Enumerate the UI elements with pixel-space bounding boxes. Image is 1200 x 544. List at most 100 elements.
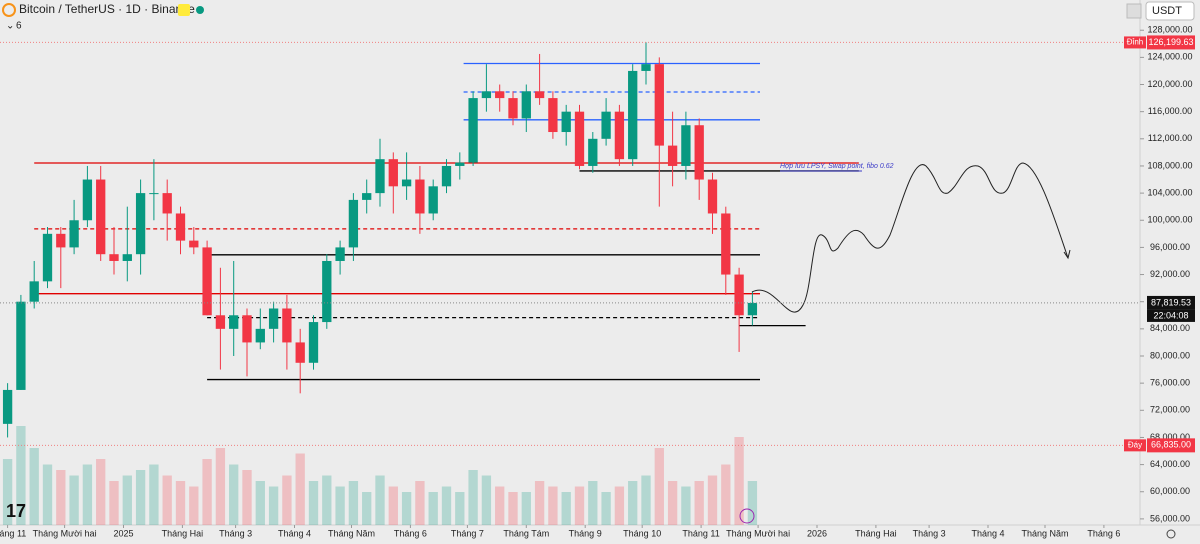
candle-body <box>295 342 305 363</box>
volume-bar <box>162 475 172 525</box>
x-tick-label: Tháng Mười hai <box>726 528 790 538</box>
logo <box>2 3 16 17</box>
x-tick-label: Tháng Năm <box>328 528 375 538</box>
volume-bar <box>601 492 611 525</box>
candle-body <box>694 125 704 180</box>
volume-bar <box>362 492 372 525</box>
x-tick-label: Tháng 7 <box>451 528 484 538</box>
annotation: Hợp lưu LPSY, Swap point, fibo 0.62 <box>780 163 894 170</box>
indicator-count[interactable]: 6 <box>16 21 22 32</box>
candle-body <box>654 64 664 146</box>
price-tag: 87,819.53 <box>1151 297 1191 307</box>
currency[interactable]: USDT <box>1152 5 1182 17</box>
volume-bar <box>29 448 39 525</box>
candle-body <box>574 111 585 166</box>
y-tick-label: 56,000.00 <box>1150 513 1190 523</box>
candle-body <box>614 111 625 160</box>
volume-bar <box>694 481 704 525</box>
marker-name: Đỉnh <box>1127 38 1143 47</box>
volume-bar <box>96 459 106 525</box>
flag-icon[interactable] <box>178 4 190 16</box>
candle-body <box>734 274 744 316</box>
candle-body <box>401 179 412 187</box>
x-tick-label: Tháng Năm <box>1021 528 1068 538</box>
volume-bar <box>707 475 718 525</box>
volume-bar <box>388 486 398 525</box>
price-tag-bg <box>1147 35 1195 50</box>
price-tag-bg <box>1147 295 1195 310</box>
volume-bar <box>229 464 239 525</box>
candle-body <box>601 111 611 139</box>
candle-body <box>268 308 279 329</box>
candle-body <box>215 315 226 329</box>
candle-body <box>548 98 558 133</box>
y-tick-label: 100,000.00 <box>1147 215 1192 225</box>
y-tick-label: 124,000.00 <box>1147 52 1192 62</box>
event-icon[interactable] <box>739 508 755 524</box>
y-tick-label: 76,000.00 <box>1150 378 1190 388</box>
candle-body <box>468 98 478 163</box>
volume-bar <box>189 486 199 525</box>
volume-bar <box>548 486 558 525</box>
tv-logo[interactable]: 17 <box>6 501 26 521</box>
collapse-icon[interactable]: ⌄ <box>6 21 14 32</box>
forecast-curve <box>751 162 1069 313</box>
volume-bar <box>455 492 465 525</box>
candle-body <box>16 301 26 390</box>
candle-body <box>641 64 651 71</box>
volume-bar <box>574 486 585 525</box>
x-tick-label: 2025 <box>113 528 133 538</box>
candle-body <box>362 193 372 200</box>
candle-body <box>534 91 545 99</box>
volume-bar <box>42 464 53 525</box>
y-tick-label: 104,000.00 <box>1147 187 1192 197</box>
volume-bar <box>175 481 186 525</box>
symbol-title: Bitcoin / TetherUS · 1D · Binance <box>19 2 195 16</box>
y-tick-label: 108,000.00 <box>1147 160 1192 170</box>
x-tick-label: Tháng 4 <box>278 528 311 538</box>
screenshot-button[interactable] <box>1126 3 1142 19</box>
candle-body <box>335 247 345 261</box>
x-tick-label: Tháng 10 <box>623 528 661 538</box>
candle-body <box>42 233 53 282</box>
candle-body <box>428 186 438 214</box>
candle-body <box>109 254 119 261</box>
price-tag-bg <box>1147 438 1195 453</box>
candle-body <box>588 138 598 166</box>
y-tick-label: 68,000.00 <box>1150 432 1190 442</box>
candle-body <box>162 193 172 214</box>
volume-bar <box>122 475 132 525</box>
settings-icon[interactable] <box>1166 529 1176 539</box>
marker-name-bg <box>1124 36 1146 49</box>
candle-body <box>628 70 638 160</box>
y-tick-label: 112,000.00 <box>1148 133 1192 143</box>
price-tag: 126,199.63 <box>1148 37 1193 47</box>
y-tick-label: 128,000.00 <box>1147 25 1192 35</box>
volume-bar <box>681 486 691 525</box>
marker-name-bg <box>1124 439 1146 452</box>
candle-body <box>667 145 678 166</box>
currency-button[interactable] <box>1145 1 1195 21</box>
forecast-arrow <box>1063 249 1071 260</box>
volume-bar <box>667 481 678 525</box>
y-tick-label: 64,000.00 <box>1150 459 1190 469</box>
candle-body <box>29 281 39 302</box>
candle-body <box>282 308 292 343</box>
volume-bar <box>322 475 332 525</box>
countdown: 22:04:08 <box>1153 310 1188 320</box>
candle-body <box>521 91 531 119</box>
volume-bar <box>534 481 545 525</box>
volume-bar <box>348 481 359 525</box>
x-tick-label: Tháng 3 <box>913 528 946 538</box>
volume-bar <box>468 470 478 525</box>
volume-bar <box>441 486 452 525</box>
candle-body <box>721 213 731 275</box>
candle-body <box>56 233 66 248</box>
candle-body <box>2 389 13 424</box>
volume-bar <box>2 459 13 525</box>
volume-bar <box>428 492 438 525</box>
candle-body <box>229 315 239 329</box>
volume-bar <box>202 459 212 525</box>
volume-bar <box>721 464 731 525</box>
